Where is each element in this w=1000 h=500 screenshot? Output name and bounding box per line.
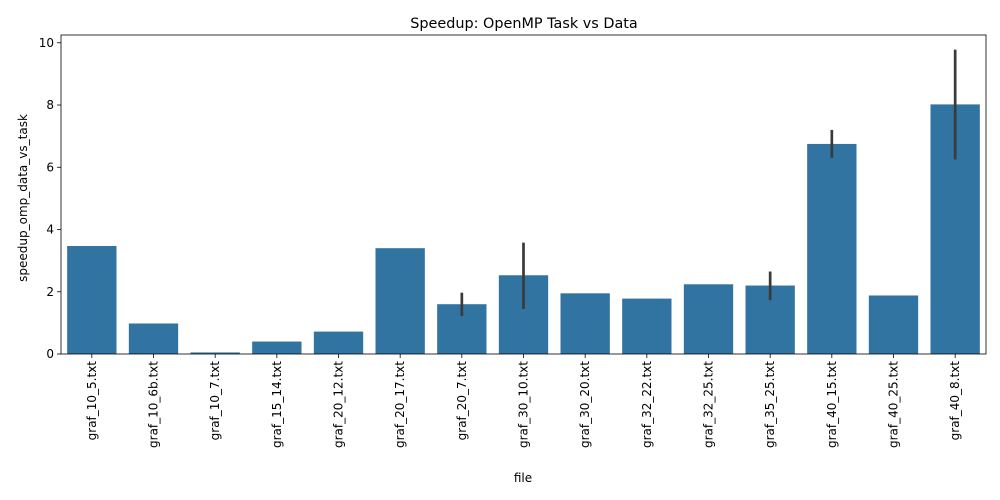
x-tick-label-graf_30_10.txt: graf_30_10.txt [517, 361, 531, 448]
x-tick-label-graf_10_7.txt: graf_10_7.txt [208, 361, 222, 441]
bar-graf_20_12.txt [313, 331, 364, 354]
x-tick-label-graf_40_8.txt: graf_40_8.txt [948, 361, 962, 441]
y-tick-label-2: 2 [46, 285, 54, 299]
bar-graf_15_14.txt [252, 341, 302, 354]
plot-frame [60, 34, 987, 355]
y-tick-label-4: 4 [46, 223, 54, 237]
bar-graf_30_20.txt [560, 293, 610, 354]
bar-graf_20_17.txt [375, 248, 425, 354]
errorbars-group [460, 49, 957, 317]
y-tick-label-10: 10 [39, 36, 54, 50]
y-tick-label-0: 0 [46, 347, 54, 361]
x-tick-label-graf_15_14.txt: graf_15_14.txt [270, 361, 284, 448]
x-tick-label-graf_10_6b.txt: graf_10_6b.txt [147, 361, 161, 448]
x-tick-label-graf_35_25.txt: graf_35_25.txt [763, 361, 777, 448]
x-tick-label-graf_40_15.txt: graf_40_15.txt [825, 361, 839, 448]
bar-graf_10_5.txt [67, 246, 117, 354]
x-tick-label-graf_32_22.txt: graf_32_22.txt [640, 361, 654, 448]
chart-title: Speedup: OpenMP Task vs Data [410, 16, 637, 32]
bar-graf_10_6b.txt [128, 323, 179, 354]
x-tick-label-graf_20_17.txt: graf_20_17.txt [393, 361, 407, 448]
bars-group [67, 104, 980, 355]
bar-graf_32_22.txt [622, 298, 672, 354]
bar-graf_10_7.txt [190, 352, 240, 354]
x-axis-title: file [514, 471, 532, 485]
x-tick-label-graf_20_12.txt: graf_20_12.txt [332, 361, 346, 448]
x-tick-label-graf_32_25.txt: graf_32_25.txt [702, 361, 716, 448]
x-tick-label-graf_20_7.txt: graf_20_7.txt [455, 361, 469, 441]
y-tick-label-8: 8 [46, 98, 54, 112]
x-tick-label-graf_40_25.txt: graf_40_25.txt [887, 361, 901, 448]
y-axis-title: speedup_omp_data_vs_task [16, 114, 30, 282]
y-tick-label-6: 6 [46, 160, 54, 174]
bar-graf_40_25.txt [868, 295, 919, 354]
bar-graf_32_25.txt [683, 284, 734, 354]
y-axis: 0 2 4 6 8 10 [39, 36, 61, 361]
x-axis: graf_10_5.txt graf_10_6b.txt graf_10_7.txt… [85, 354, 962, 448]
x-tick-label-graf_30_20.txt: graf_30_20.txt [578, 361, 592, 448]
x-tick-label-graf_10_5.txt: graf_10_5.txt [85, 361, 99, 441]
bar-graf_40_15.txt [807, 143, 857, 354]
